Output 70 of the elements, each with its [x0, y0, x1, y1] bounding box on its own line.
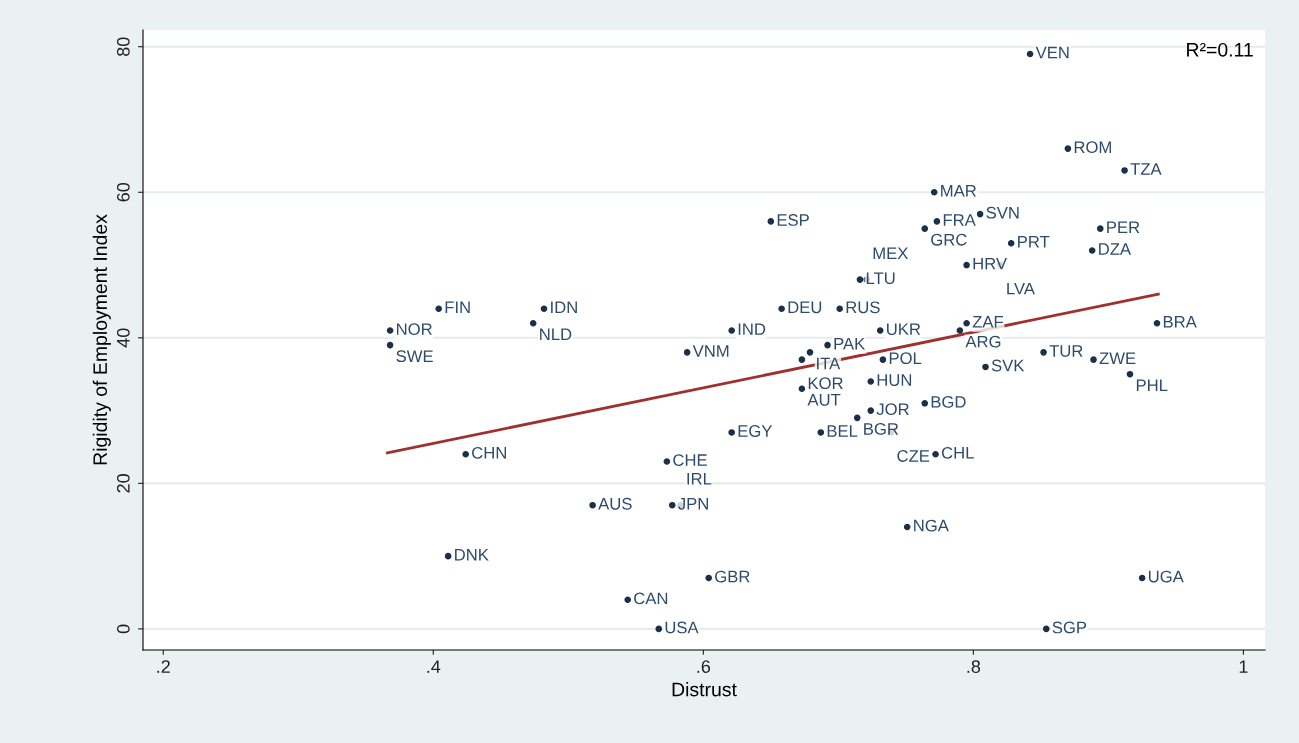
y-tick-label: 0 — [116, 624, 130, 634]
annotation: TUR — [1049, 345, 1083, 357]
annotation: EGY — [738, 425, 773, 437]
annotation: TZA — [1130, 163, 1162, 175]
annotation: ROM — [1074, 141, 1111, 154]
annotation: R²=0.11 — [1187, 42, 1253, 57]
annotation: MEX — [873, 247, 909, 259]
annotation: DZA — [1099, 243, 1132, 255]
x-tick-label: .4 — [427, 660, 441, 673]
annotation: SWE — [396, 350, 433, 363]
annotation: ZAF — [972, 316, 1003, 328]
annotation: KOR — [808, 377, 843, 390]
annotation: PRT — [1018, 236, 1050, 248]
annotation: IND — [738, 323, 766, 335]
annotation: JOR — [876, 403, 909, 416]
x-tick-label: 1 — [1239, 660, 1248, 673]
x-tick-label: .8 — [967, 660, 981, 673]
annotation: CHE — [673, 454, 707, 466]
annotation: ZWE — [1099, 352, 1136, 364]
annotation: PHL — [1136, 379, 1168, 392]
annotation: BGR — [864, 423, 899, 435]
annotation: NGA — [914, 519, 949, 532]
annotation: SGP — [1052, 621, 1087, 634]
annotation: LTU — [866, 272, 895, 285]
annotation: FRA — [943, 214, 976, 226]
annotation: POL — [889, 352, 922, 365]
annotation: AUS — [598, 497, 632, 510]
y-tick-label: 20 — [116, 474, 130, 493]
x-tick-label: .2 — [157, 660, 170, 673]
annotation: USA — [665, 621, 699, 634]
annotation: CZE — [897, 450, 930, 462]
annotation: LVA — [1007, 282, 1035, 295]
annotation: DNK — [455, 548, 489, 561]
y-axis-title: Rigidity of Employment Index — [92, 214, 111, 465]
annotation: PER — [1107, 221, 1140, 233]
y-tick-label: 80 — [116, 37, 130, 56]
x-axis-title: Distrust — [672, 682, 737, 697]
annotation: NLD — [540, 328, 572, 341]
annotation: RUS — [846, 301, 880, 314]
annotation: FIN — [445, 301, 470, 314]
annotation: CHN — [472, 446, 506, 459]
y-tick-label: 60 — [116, 182, 130, 202]
annotation: GBR — [715, 570, 750, 583]
annotation: HRV — [973, 257, 1007, 270]
annotation: CHL — [941, 446, 974, 459]
annotation: VNM — [692, 345, 729, 357]
annotation: JPN — [678, 498, 708, 510]
annotation: ITA — [817, 357, 841, 370]
annotation: MAR — [941, 185, 977, 197]
annotation: BGD — [931, 395, 966, 408]
annotation: DEU — [788, 301, 822, 314]
annotation: BRA — [1163, 316, 1197, 328]
annotation: GRC — [931, 233, 967, 246]
annotation: IDN — [551, 301, 577, 314]
x-tick-label: .6 — [697, 660, 711, 673]
annotation: CAN — [634, 592, 668, 605]
annotation: NOR — [397, 323, 432, 336]
annotation: BEL — [827, 425, 858, 437]
annotation: VEN — [1035, 46, 1069, 59]
annotation: UKR — [887, 323, 921, 336]
annotation: HUN — [877, 374, 912, 386]
annotation: SVK — [991, 359, 1025, 372]
y-tick-label: 40 — [116, 328, 130, 348]
annotation: SVN — [986, 206, 1019, 219]
annotation: ARG — [965, 335, 1001, 348]
annotation: AUT — [807, 394, 841, 406]
annotation: IRL — [687, 473, 712, 485]
annotation: UGA — [1148, 570, 1184, 583]
annotation: PAK — [834, 337, 866, 350]
annotation: ESP — [777, 214, 809, 226]
